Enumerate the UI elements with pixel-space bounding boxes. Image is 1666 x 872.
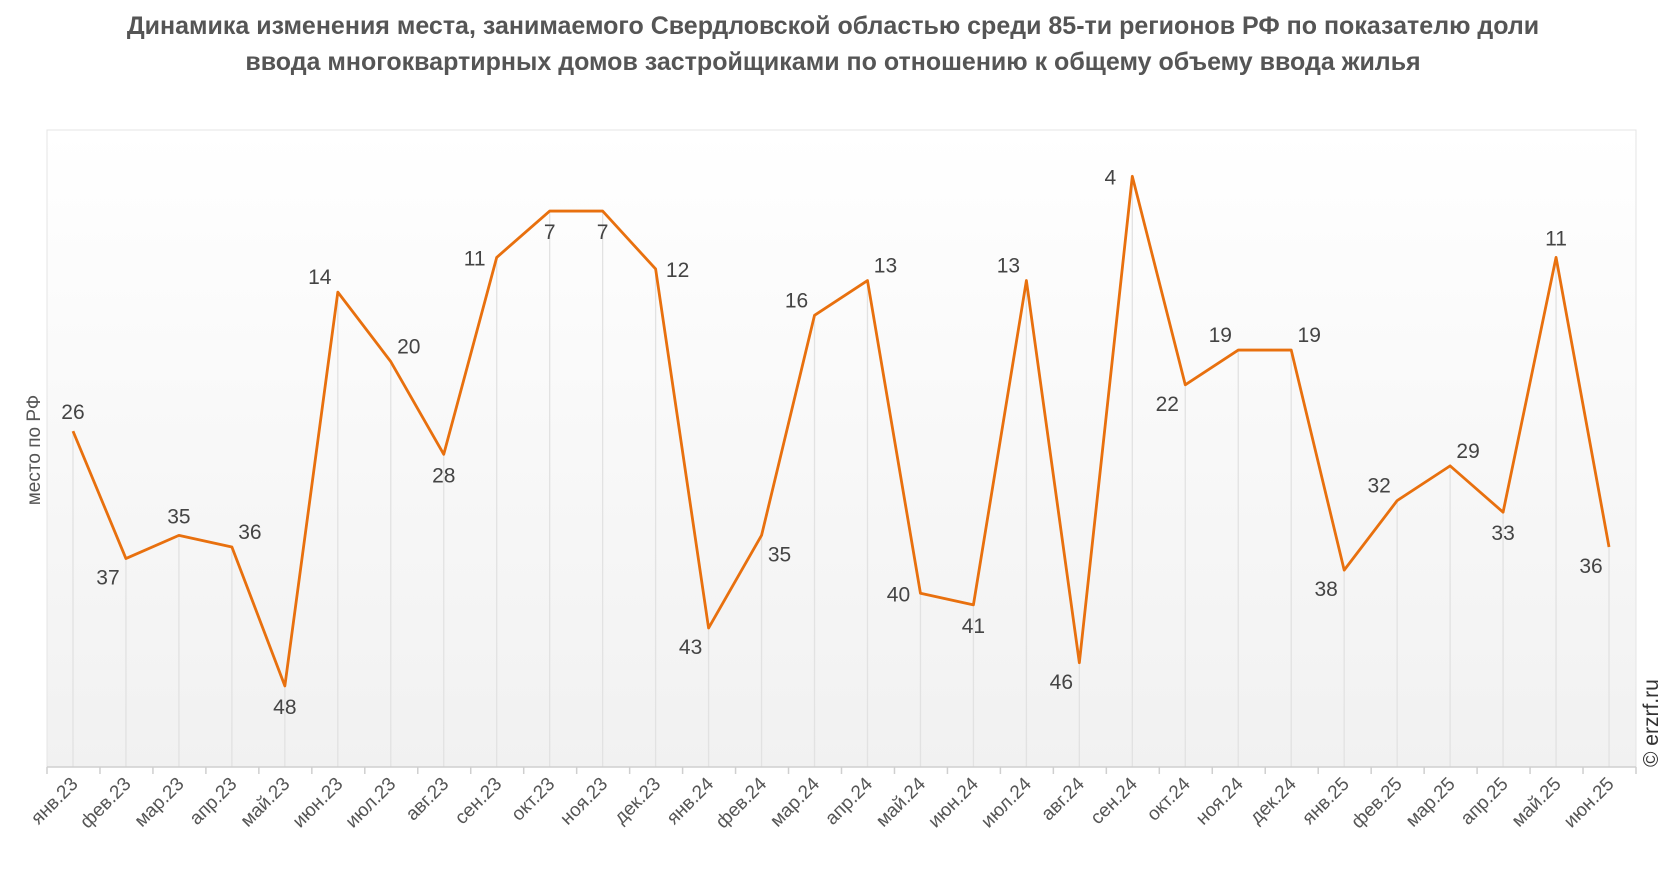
x-tick-label: июл.23 <box>342 774 401 833</box>
x-tick-label: июн.25 <box>1560 774 1619 833</box>
data-label: 32 <box>1367 475 1390 498</box>
x-tick-label: апр.23 <box>186 774 242 830</box>
x-tick-label: апр.25 <box>1457 774 1513 830</box>
data-label: 16 <box>785 289 808 312</box>
data-label: 20 <box>397 336 420 359</box>
data-label: 38 <box>1315 578 1338 601</box>
x-tick-label: июн.23 <box>289 774 348 833</box>
x-tick-label: ноя.23 <box>556 774 612 830</box>
data-label: 12 <box>666 259 689 282</box>
x-tick-label: сен.24 <box>1087 773 1142 828</box>
data-label: 4 <box>1104 166 1116 189</box>
x-tick-label: авг.24 <box>1037 773 1089 825</box>
data-label: 40 <box>887 583 910 606</box>
x-tick-label: мар.23 <box>131 774 189 832</box>
x-tick-label: май.24 <box>872 773 930 831</box>
x-tick-label: окт.23 <box>508 774 560 826</box>
data-label: 7 <box>544 221 556 244</box>
data-label: 41 <box>962 615 985 638</box>
watermark: © erzrf.ru <box>1640 679 1663 767</box>
data-label: 35 <box>768 543 791 566</box>
plot-area <box>46 129 1637 768</box>
x-tick-label: мар.24 <box>766 773 824 831</box>
data-label: 36 <box>238 521 261 544</box>
x-tick-label: май.25 <box>1508 774 1566 832</box>
data-label: 13 <box>874 255 897 278</box>
x-tick-label: июн.24 <box>924 773 983 832</box>
x-tick-label: апр.24 <box>821 773 877 829</box>
x-tick-label: фев.24 <box>712 773 771 832</box>
x-tick-label: дек.24 <box>1246 773 1301 828</box>
data-label: 29 <box>1456 440 1479 463</box>
data-label: 14 <box>308 266 332 289</box>
y-axis-label: место по РФ <box>24 395 45 506</box>
data-label: 19 <box>1209 324 1232 347</box>
data-label: 7 <box>597 221 609 244</box>
data-label: 13 <box>997 255 1020 278</box>
x-tick-label: мар.25 <box>1402 774 1460 832</box>
x-tick-label: авг.23 <box>402 774 453 825</box>
x-tick-label: сен.23 <box>451 774 506 829</box>
data-label: 35 <box>167 505 190 528</box>
data-label: 11 <box>1545 227 1567 250</box>
x-tick-label: окт.24 <box>1143 773 1195 825</box>
data-label: 22 <box>1156 393 1179 416</box>
x-tick-label: янв.25 <box>1298 774 1353 829</box>
data-label: 33 <box>1491 522 1514 545</box>
data-label: 48 <box>273 696 296 719</box>
x-tick-label: фев.25 <box>1347 774 1406 833</box>
x-tick-label: май.23 <box>237 774 295 832</box>
x-tick-label: дек.23 <box>610 774 665 829</box>
x-tick-label: янв.24 <box>663 773 719 829</box>
data-label: 43 <box>679 636 702 659</box>
data-label: 19 <box>1298 324 1321 347</box>
x-tick-label: июл.24 <box>977 773 1036 832</box>
data-label: 28 <box>432 464 455 487</box>
data-label: 46 <box>1050 671 1073 694</box>
x-tick-label: янв.23 <box>27 774 82 829</box>
x-tick-label: фев.23 <box>76 774 135 833</box>
data-label: 36 <box>1579 555 1602 578</box>
series-line <box>71 174 1611 688</box>
data-label: 11 <box>464 247 486 270</box>
x-tick-label: ноя.24 <box>1192 773 1248 829</box>
data-label: 37 <box>96 567 119 590</box>
data-label: 26 <box>61 401 84 424</box>
chart-title: Динамика изменения места, занимаемого Св… <box>126 12 1540 76</box>
